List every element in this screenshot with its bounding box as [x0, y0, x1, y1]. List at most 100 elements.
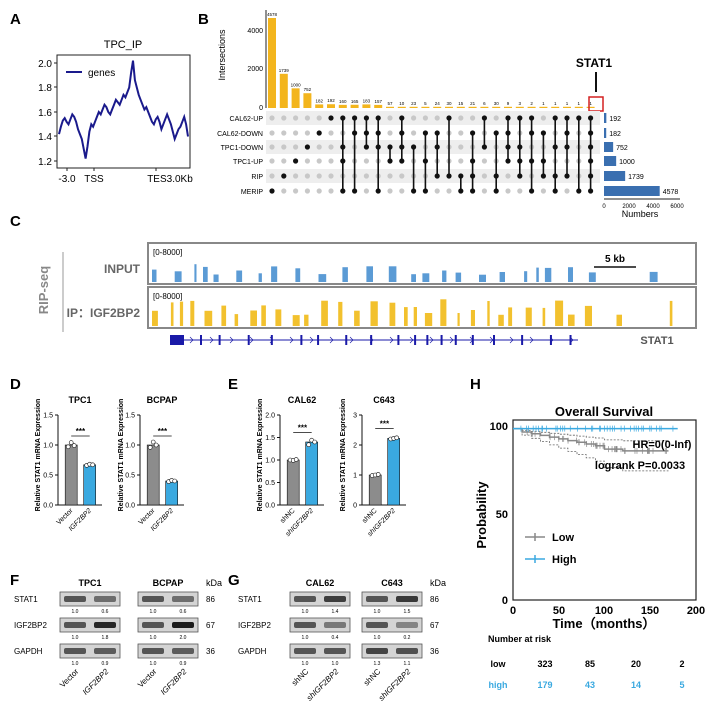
panel-b-dot-4-5 — [316, 188, 322, 194]
blot-g-kda-1: 67 — [430, 621, 439, 630]
panel-c-ip-range: [0-8000] — [153, 292, 182, 301]
panel-b-bar-label-17: 21 — [470, 101, 476, 106]
bar-d0-bar-0 — [64, 444, 78, 506]
blot-g-quant-1-0-1: 0.4 — [332, 635, 339, 641]
blot-f-quant-0-1-1: 0.6 — [180, 609, 187, 615]
panel-b-xtick-4000: 4000 — [646, 204, 660, 210]
blot-f-band-frame-2-1 — [137, 643, 199, 659]
panel-c-exon-10 — [426, 335, 429, 345]
blot-f-lane-0-0: Vector — [58, 667, 81, 690]
panel-b-dot-13-0 — [422, 115, 428, 121]
blot-f-band-2-1-1 — [172, 648, 194, 654]
bar-d0-ytick-3: 1.5 — [43, 413, 53, 420]
bar-e1-xtick-0: shNC — [361, 507, 378, 524]
track-input-peak-17 — [479, 274, 486, 282]
panel-c-exon-6 — [345, 335, 348, 345]
panel-c-exon-14 — [493, 335, 496, 345]
panel-b-dot-1-3 — [281, 158, 287, 164]
panel-h-risk-low-3: 2 — [679, 659, 684, 669]
panel-c-strand-arrow-430 — [429, 336, 434, 344]
track-input-peak-2 — [194, 264, 197, 282]
panel-h-risk-low-0: 323 — [537, 659, 552, 669]
panel-letter-e: E — [228, 376, 238, 393]
panel-b-dot-23-5 — [540, 188, 547, 194]
panel-b-dot-21-5 — [517, 188, 523, 194]
panel-b-bar-label-18: 6 — [483, 101, 486, 106]
panel-c-exon-11 — [440, 335, 443, 345]
panel-c: RIP-seq INPUT IP：IGF2BP2 [0-8000] [0-800… — [36, 242, 697, 347]
panel-b-dot-10-5 — [387, 188, 393, 194]
panel-b-dot-5-4 — [328, 173, 334, 179]
bar-e1-bar-1 — [387, 438, 400, 506]
panel-b-dot-8-3 — [363, 158, 369, 164]
track-ip-peak-8 — [261, 305, 266, 326]
track-ip-peak-28 — [555, 300, 564, 326]
panel-a-ytick-1.2: 1.2 — [38, 157, 52, 168]
panel-c-exon-17 — [569, 335, 572, 345]
panel-c-strand-arrow-190 — [189, 336, 194, 344]
bar-e0-title: CAL62 — [288, 395, 317, 405]
panel-b-bar-label-25: 1 — [566, 101, 569, 106]
panel-b-dot-10-1 — [387, 130, 393, 136]
bar-e0-ytick-1: 0.5 — [265, 480, 275, 487]
bar-e1-ytick-3: 3 — [353, 413, 357, 420]
panel-h-risk-high-3: 5 — [679, 680, 684, 690]
blot-g-band-frame-0-1 — [361, 591, 423, 607]
panel-letter-f: F — [10, 572, 19, 589]
panel-b-dot-0-5 — [269, 188, 275, 194]
blot-f-band-1-1-0 — [142, 622, 164, 628]
bar-e1-point-0-2 — [375, 472, 381, 477]
panel-f-western-blot: TPC1 BCPAP kDa STAT1 86 1.0 0.6 1.0 0.6 IGF2BP2 67… — [14, 578, 222, 697]
panel-b-bar-label-9: 157 — [374, 99, 382, 104]
bar-d0-bar-1 — [83, 464, 96, 506]
bar-e0-ytick-0: 0.0 — [265, 503, 275, 510]
track-ip-peak-1 — [170, 302, 174, 326]
track-input-peak-6 — [258, 273, 262, 282]
blot-g-lane-1-0: shNC — [362, 667, 383, 688]
bar-e1-ytick-2: 2 — [353, 443, 357, 450]
panel-h-xtick-200: 200 — [687, 605, 705, 617]
panel-a-xtick-start: -3.0 — [58, 174, 76, 185]
blot-f-kda-2: 36 — [206, 647, 215, 656]
track-ip-peak-11 — [304, 314, 309, 326]
panel-h-ylabel: Probability — [474, 481, 489, 549]
panel-b-ytick-2000: 2000 — [247, 66, 263, 73]
panel-b-set-size-4: 1739 — [628, 174, 644, 181]
blot-f-protein-2: GAPDH — [14, 647, 43, 656]
panel-h-xtick-100: 100 — [595, 605, 613, 617]
panel-h-risk-high-2: 14 — [631, 680, 641, 690]
panel-b-dot-3-2 — [304, 144, 310, 150]
blot-f-quant-1-0-1: 1.8 — [102, 635, 109, 641]
bar-d0-point-0-1 — [68, 440, 74, 445]
blot-g-band-1-1-1 — [396, 622, 418, 628]
panel-b-dot-20-5 — [505, 188, 511, 194]
panel-d-ylabel-1: Relative STAT1 mRNA Expression — [35, 399, 42, 512]
blot-g-group-1: C643 — [381, 578, 403, 588]
panel-h-legend-low: Low — [552, 532, 574, 544]
track-ip-peak-20 — [440, 299, 447, 326]
bar-e1-title: C643 — [373, 395, 395, 405]
panel-c-exon-5 — [317, 335, 320, 345]
panel-b-dot-2-2 — [293, 144, 299, 150]
blot-f-lane-0-1: IGF2BP2 — [81, 667, 111, 697]
panel-c-input-track-frame — [147, 242, 697, 285]
bar-d1-ytick-2: 1.0 — [125, 443, 135, 450]
panel-b-dot-5-2 — [328, 144, 334, 150]
track-input-peak-14 — [422, 273, 430, 282]
panel-b-ytick-4000: 4000 — [247, 28, 263, 35]
track-ip-peak-17 — [404, 307, 408, 326]
panel-b-set-bar-3 — [604, 156, 617, 166]
panel-b-dot-5-0 — [328, 115, 334, 121]
blot-g-quant-0-0-1: 1.4 — [332, 609, 339, 615]
blot-g-lane-0-0: shNC — [290, 667, 311, 688]
panel-b-dot-12-0 — [411, 115, 417, 121]
panel-b-dot-18-4 — [481, 173, 487, 179]
track-input-peak-5 — [236, 270, 243, 282]
track-ip-peak-7 — [250, 310, 257, 326]
panel-b-dot-18-3 — [481, 158, 487, 164]
panel-b-dot-1-5 — [281, 188, 287, 194]
bar-d1-bar-1 — [165, 480, 178, 506]
panel-h-xlabel: Time（months） — [552, 616, 655, 631]
panel-e-ylabel-2: Relative STAT1 mRNA Expression — [340, 399, 347, 512]
panel-d-ylabel-2: Relative STAT1 mRNA Expression — [118, 399, 125, 512]
